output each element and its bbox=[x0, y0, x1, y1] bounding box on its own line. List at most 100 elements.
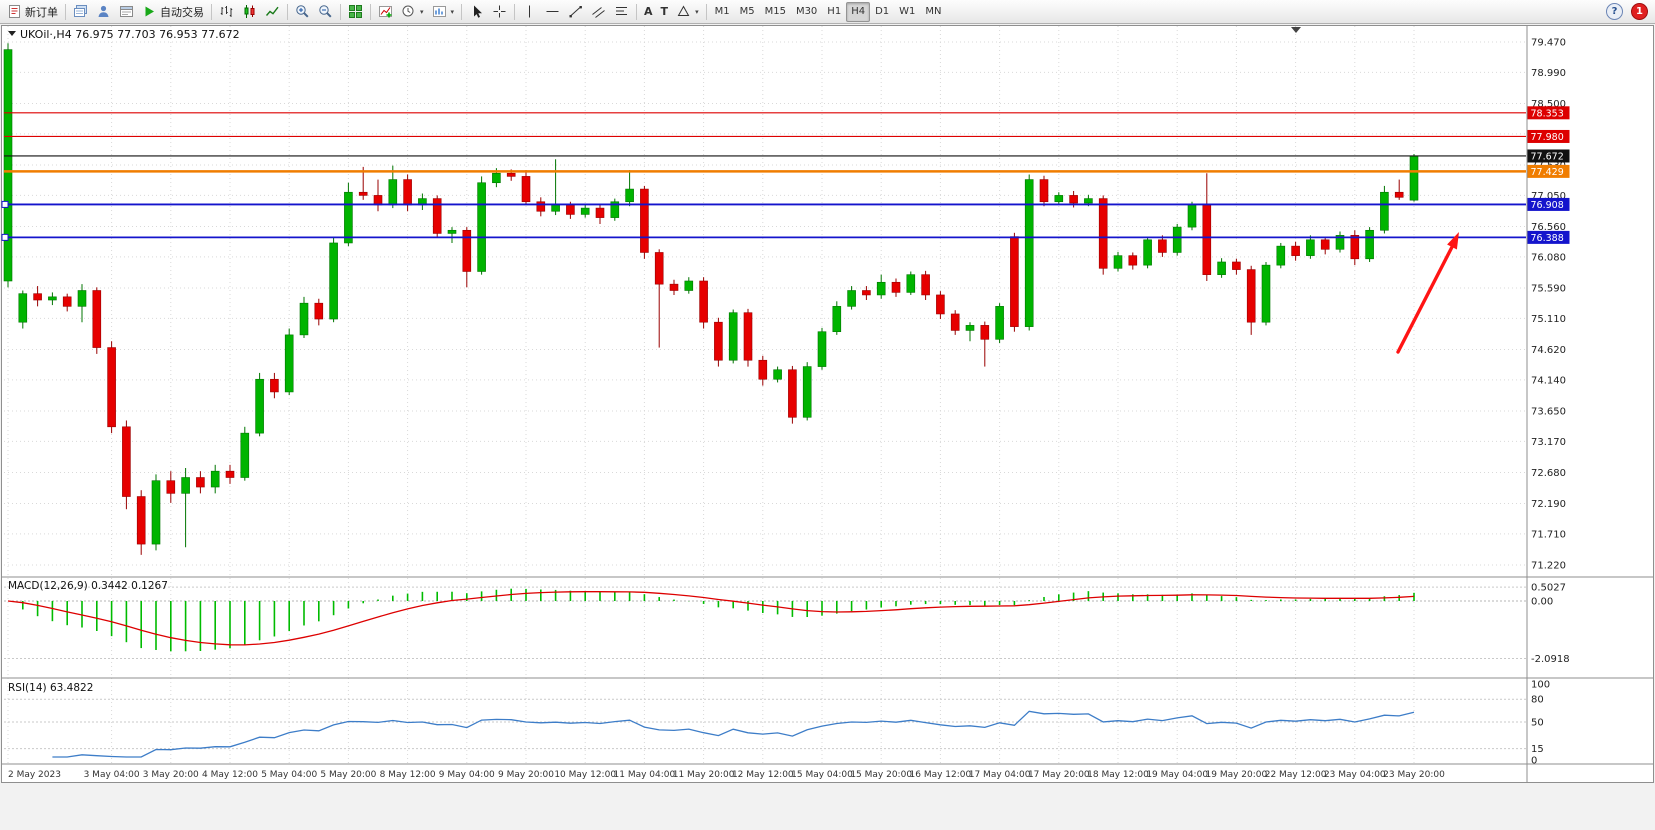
timeframe-mn-button[interactable]: MN bbox=[920, 2, 946, 22]
notification-badge: 1 bbox=[1631, 3, 1648, 20]
tile-windows-button[interactable] bbox=[344, 2, 367, 22]
periods-icon bbox=[402, 5, 414, 17]
timeframe-d1-button[interactable]: D1 bbox=[870, 2, 894, 22]
text-tool-button[interactable]: A bbox=[640, 2, 657, 22]
timeframe-m1-button[interactable]: M1 bbox=[710, 2, 735, 22]
crosshair-button[interactable] bbox=[488, 2, 511, 22]
indicators-add-button[interactable] bbox=[374, 2, 397, 22]
terminal-icon bbox=[120, 6, 133, 17]
svg-text:15 May 20:00: 15 May 20:00 bbox=[850, 770, 912, 780]
svg-text:78.500: 78.500 bbox=[1531, 99, 1566, 110]
trend-arrow-annotation[interactable] bbox=[1396, 232, 1459, 354]
horizontal-line-icon bbox=[546, 11, 559, 12]
svg-text:8 May 12:00: 8 May 12:00 bbox=[380, 770, 436, 780]
svg-text:0.00: 0.00 bbox=[1531, 597, 1553, 608]
timeframe-m30-button[interactable]: M30 bbox=[791, 2, 822, 22]
svg-text:50: 50 bbox=[1531, 718, 1544, 729]
rsi-line bbox=[52, 710, 1415, 758]
horizontal-level-lines[interactable] bbox=[1, 112, 1526, 241]
terminal-button[interactable] bbox=[115, 2, 138, 22]
svg-text:71.710: 71.710 bbox=[1531, 529, 1566, 540]
svg-text:76.560: 76.560 bbox=[1531, 222, 1566, 233]
svg-text:74.620: 74.620 bbox=[1531, 345, 1566, 356]
zoom-in-button[interactable] bbox=[291, 2, 314, 22]
rsi-label: RSI(14) 63.4822 bbox=[8, 682, 93, 694]
toolbar-separator bbox=[65, 3, 66, 20]
trendline-icon bbox=[569, 6, 582, 18]
navigator-button[interactable] bbox=[92, 2, 115, 22]
candlestick-chart-icon bbox=[244, 5, 255, 18]
channel-button[interactable] bbox=[587, 2, 610, 22]
cursor-button[interactable] bbox=[465, 2, 488, 22]
price-tag bbox=[1527, 106, 1570, 120]
timeframe-m5-button[interactable]: M5 bbox=[735, 2, 760, 22]
toolbar-separator bbox=[287, 3, 288, 20]
svg-text:UKOil·,H4 76.975 77.703 76.95: UKOil·,H4 76.975 77.703 76.953 77.672 bbox=[20, 28, 240, 41]
svg-text:12 May 12:00: 12 May 12:00 bbox=[732, 770, 794, 780]
auto-trading-label: 自动交易 bbox=[160, 5, 204, 19]
svg-text:72.680: 72.680 bbox=[1531, 468, 1566, 479]
vertical-line-icon bbox=[529, 5, 531, 18]
macd-signal-line bbox=[7, 591, 1415, 646]
candlestick-series bbox=[3, 43, 1419, 555]
price-tag bbox=[1527, 129, 1570, 143]
shapes-button[interactable]: ▾ bbox=[672, 2, 703, 22]
bar-chart-icon bbox=[220, 6, 233, 17]
tile-windows-icon bbox=[349, 5, 362, 18]
svg-text:2 May 2023: 2 May 2023 bbox=[8, 770, 61, 780]
market-watch-button[interactable] bbox=[69, 2, 92, 22]
label-icon: T bbox=[660, 5, 669, 18]
svg-text:76.388: 76.388 bbox=[1531, 233, 1564, 244]
svg-text:17 May 04:00: 17 May 04:00 bbox=[969, 770, 1031, 780]
timeframe-h1-button[interactable]: H1 bbox=[822, 2, 846, 22]
candlestick-chart-button[interactable] bbox=[238, 2, 261, 22]
label-tool-button[interactable]: T bbox=[657, 2, 673, 22]
auto-trading-button[interactable]: 自动交易 bbox=[138, 2, 208, 22]
svg-text:3 May 04:00: 3 May 04:00 bbox=[84, 770, 140, 780]
svg-text:22 May 12:00: 22 May 12:00 bbox=[1265, 770, 1327, 780]
vertical-line-button[interactable] bbox=[518, 2, 541, 22]
toolbar-separator bbox=[705, 3, 707, 20]
svg-text:75.110: 75.110 bbox=[1531, 314, 1566, 325]
price-tag bbox=[1527, 149, 1570, 163]
timeframe-h4-button[interactable]: H4 bbox=[846, 1, 871, 22]
horizontal-line-button[interactable] bbox=[541, 2, 564, 22]
svg-text:100: 100 bbox=[1531, 680, 1550, 691]
svg-text:-2.0918: -2.0918 bbox=[1531, 654, 1570, 665]
time-axis[interactable]: 2 May 2023 3 May 04:00 3 May 20:00 4 May 12… bbox=[8, 770, 1445, 780]
symbol-dropdown-icon bbox=[8, 31, 16, 36]
channel-icon bbox=[592, 7, 605, 18]
auto-trading-icon bbox=[145, 6, 154, 17]
cursor-icon bbox=[474, 5, 483, 18]
crosshair-icon bbox=[493, 5, 506, 18]
bar-chart-button[interactable] bbox=[215, 2, 238, 22]
templates-icon bbox=[432, 6, 446, 17]
toolbar-separator bbox=[211, 3, 212, 20]
templates-button[interactable]: ▾ bbox=[428, 2, 459, 22]
periods-button[interactable]: ▾ bbox=[397, 2, 428, 22]
svg-text:17 May 20:00: 17 May 20:00 bbox=[1028, 770, 1090, 780]
indicator-levels bbox=[4, 586, 1526, 750]
trendline-button[interactable] bbox=[564, 2, 587, 22]
timeframe-w1-button[interactable]: W1 bbox=[894, 2, 920, 22]
svg-text:16 May 12:00: 16 May 12:00 bbox=[910, 770, 972, 780]
svg-text:15 May 04:00: 15 May 04:00 bbox=[791, 770, 853, 780]
new-order-button[interactable]: 新订单 bbox=[3, 2, 62, 22]
zoom-out-icon bbox=[319, 5, 332, 18]
help-button[interactable]: ? bbox=[1602, 2, 1627, 22]
zoom-out-button[interactable] bbox=[314, 2, 337, 22]
line-chart-button[interactable] bbox=[261, 2, 284, 22]
svg-text:77.050: 77.050 bbox=[1531, 191, 1566, 202]
shapes-icon bbox=[677, 5, 690, 16]
fibonacci-button[interactable] bbox=[610, 2, 633, 22]
chart-shift-marker[interactable] bbox=[1291, 27, 1301, 33]
svg-text:23 May 20:00: 23 May 20:00 bbox=[1383, 770, 1445, 780]
notification-button[interactable]: 1 bbox=[1627, 2, 1652, 22]
svg-text:73.650: 73.650 bbox=[1531, 406, 1566, 417]
timeframe-m15-button[interactable]: M15 bbox=[760, 2, 791, 22]
svg-text:0.5027: 0.5027 bbox=[1531, 583, 1566, 594]
price-axis[interactable]: 79.47078.99078.50078.02077.53077.05076.5… bbox=[1527, 38, 1570, 572]
svg-text:19 May 04:00: 19 May 04:00 bbox=[1146, 770, 1208, 780]
svg-text:10 May 12:00: 10 May 12:00 bbox=[554, 770, 616, 780]
